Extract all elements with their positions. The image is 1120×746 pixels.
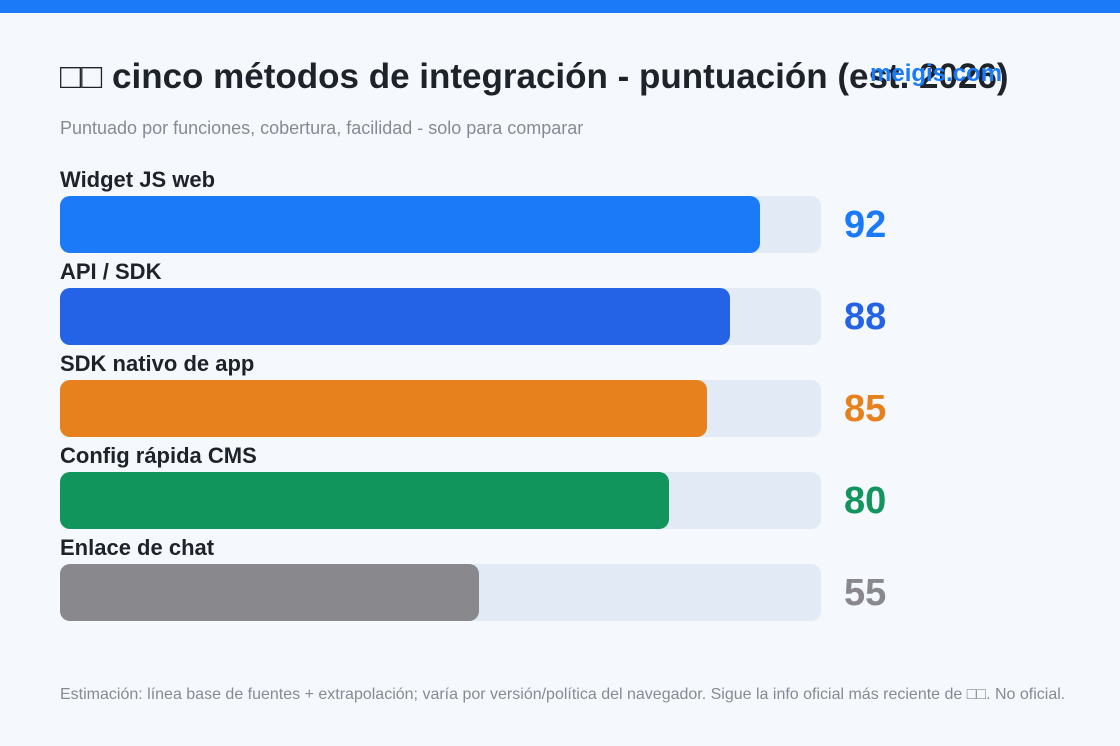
bar-label: SDK nativo de app: [60, 351, 255, 376]
bar-value-label: 80: [844, 480, 887, 522]
chart-subtitle: Puntuado por funciones, cobertura, facil…: [60, 118, 584, 138]
bar-label: Widget JS web: [60, 167, 216, 192]
bar: [60, 288, 730, 345]
bar: [60, 564, 479, 621]
brand-watermark: meigis.com: [870, 60, 1003, 87]
bar-label: API / SDK: [60, 259, 162, 284]
bar: [60, 472, 669, 529]
bar-value-label: 88: [844, 296, 887, 338]
top-accent-bar: [0, 0, 1120, 13]
bar: [60, 196, 760, 253]
bar: [60, 380, 707, 437]
bar-value-label: 85: [844, 388, 887, 430]
footnote: Estimación: línea base de fuentes + extr…: [60, 686, 1066, 703]
bar-label: Config rápida CMS: [60, 443, 257, 468]
bar-label: Enlace de chat: [60, 535, 215, 560]
bar-value-label: 92: [844, 204, 887, 246]
chart-title: □□ cinco métodos de integración - puntua…: [60, 57, 1009, 96]
bar-value-label: 55: [844, 572, 887, 614]
